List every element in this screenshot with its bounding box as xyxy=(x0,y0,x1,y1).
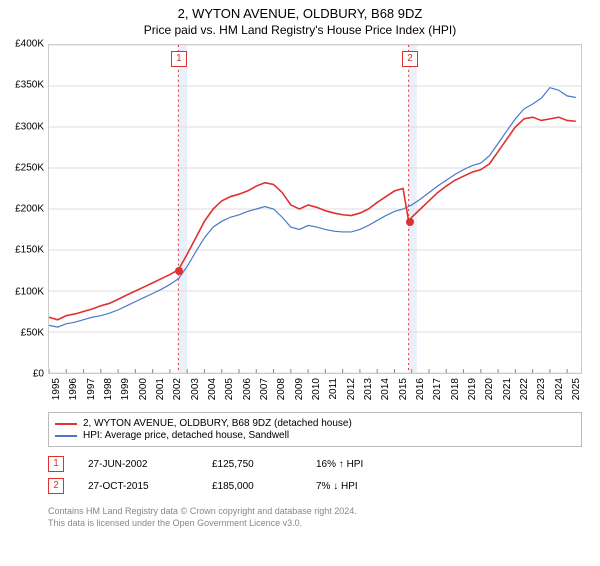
y-axis-tick-label: £150K xyxy=(15,245,44,256)
x-axis-tick-label: 1998 xyxy=(103,378,114,400)
x-axis-tick-label: 1997 xyxy=(86,378,97,400)
x-axis-tick-label: 2017 xyxy=(432,378,443,400)
y-axis-tick-label: £400K xyxy=(15,39,44,50)
x-axis-tick-label: 2022 xyxy=(519,378,530,400)
x-axis-tick-label: 2000 xyxy=(138,378,149,400)
event-badge: 1 xyxy=(48,456,64,472)
chart-svg xyxy=(49,45,581,373)
legend-label: 2, WYTON AVENUE, OLDBURY, B68 9DZ (detac… xyxy=(83,418,352,429)
y-axis-tick-label: £350K xyxy=(15,80,44,91)
legend-swatch xyxy=(55,435,77,437)
legend-item: 2, WYTON AVENUE, OLDBURY, B68 9DZ (detac… xyxy=(55,418,575,429)
x-axis-tick-label: 2003 xyxy=(190,378,201,400)
event-price: £185,000 xyxy=(212,481,292,492)
x-axis-tick-label: 1996 xyxy=(68,378,79,400)
x-axis-tick-label: 2020 xyxy=(484,378,495,400)
x-axis-tick-label: 2014 xyxy=(380,378,391,400)
event-marker-badge: 2 xyxy=(402,51,418,67)
x-axis-tick-label: 2010 xyxy=(311,378,322,400)
chart-plot-area: 12 xyxy=(48,44,582,374)
legend-label: HPI: Average price, detached house, Sand… xyxy=(83,430,289,441)
event-price: £125,750 xyxy=(212,459,292,470)
x-axis-tick-label: 2015 xyxy=(398,378,409,400)
x-axis-tick-label: 2005 xyxy=(224,378,235,400)
x-axis-tick-label: 2002 xyxy=(172,378,183,400)
x-axis-tick-label: 1995 xyxy=(51,378,62,400)
x-axis-tick-label: 2009 xyxy=(294,378,305,400)
event-badge: 2 xyxy=(48,478,64,494)
x-axis-tick-label: 2023 xyxy=(536,378,547,400)
x-axis-tick-label: 2024 xyxy=(554,378,565,400)
x-axis-tick-label: 2004 xyxy=(207,378,218,400)
x-axis-tick-label: 2006 xyxy=(242,378,253,400)
event-marker-badge: 1 xyxy=(171,51,187,67)
y-axis-tick-label: £300K xyxy=(15,121,44,132)
event-date: 27-OCT-2015 xyxy=(88,481,188,492)
y-axis-tick-label: £100K xyxy=(15,286,44,297)
legend-item: HPI: Average price, detached house, Sand… xyxy=(55,430,575,441)
x-axis-tick-label: 2019 xyxy=(467,378,478,400)
event-marker-dot xyxy=(406,218,414,226)
x-axis-tick-label: 1999 xyxy=(120,378,131,400)
x-axis-tick-label: 2007 xyxy=(259,378,270,400)
chart-subtitle: Price paid vs. HM Land Registry's House … xyxy=(0,23,600,37)
x-axis-tick-label: 2018 xyxy=(450,378,461,400)
x-axis-tick-label: 2013 xyxy=(363,378,374,400)
event-row: 1 27-JUN-2002 £125,750 16% ↑ HPI xyxy=(48,456,582,472)
x-axis-tick-label: 2016 xyxy=(415,378,426,400)
event-row: 2 27-OCT-2015 £185,000 7% ↓ HPI xyxy=(48,478,582,494)
event-hpi-delta: 7% ↓ HPI xyxy=(316,481,396,492)
x-axis-tick-label: 2008 xyxy=(276,378,287,400)
x-axis-tick-label: 2012 xyxy=(346,378,357,400)
event-marker-dot xyxy=(175,267,183,275)
y-axis-tick-label: £200K xyxy=(15,204,44,215)
y-axis-tick-label: £50K xyxy=(21,327,44,338)
event-hpi-delta: 16% ↑ HPI xyxy=(316,459,396,470)
legend-swatch xyxy=(55,423,77,425)
chart-title: 2, WYTON AVENUE, OLDBURY, B68 9DZ xyxy=(0,6,600,21)
y-axis-tick-label: £0 xyxy=(33,369,44,380)
x-axis-tick-label: 2001 xyxy=(155,378,166,400)
y-axis-tick-label: £250K xyxy=(15,162,44,173)
x-axis-tick-label: 2025 xyxy=(571,378,582,400)
footer-attribution: Contains HM Land Registry data © Crown c… xyxy=(48,506,582,529)
legend: 2, WYTON AVENUE, OLDBURY, B68 9DZ (detac… xyxy=(48,412,582,447)
footer-line: This data is licensed under the Open Gov… xyxy=(48,518,582,530)
x-axis-tick-label: 2011 xyxy=(328,378,339,400)
events-table: 1 27-JUN-2002 £125,750 16% ↑ HPI 2 27-OC… xyxy=(48,456,582,500)
event-date: 27-JUN-2002 xyxy=(88,459,188,470)
x-axis-tick-label: 2021 xyxy=(502,378,513,400)
footer-line: Contains HM Land Registry data © Crown c… xyxy=(48,506,582,518)
